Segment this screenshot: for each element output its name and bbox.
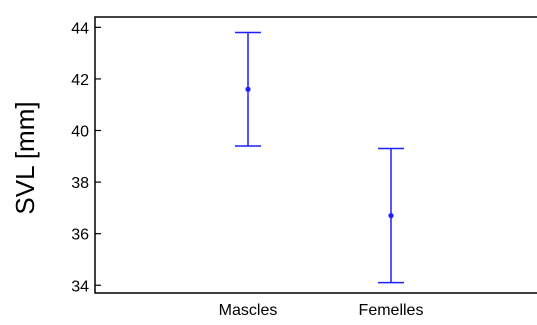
y-tick-label: 38 (71, 175, 89, 192)
y-tick-label: 40 (71, 123, 89, 140)
y-tick-label: 34 (71, 278, 89, 295)
data-marks (235, 31, 404, 284)
mean-point (388, 213, 394, 219)
y-axis-ticks: 34 36 38 40 42 44 (71, 20, 101, 295)
y-tick-label: 36 (71, 227, 89, 244)
mean-point (245, 86, 251, 92)
x-axis-ticks: Mascles Femelles (219, 302, 424, 319)
y-tick-label: 44 (71, 20, 89, 37)
y-axis-label: SVL [mm] (10, 101, 40, 214)
y-tick-label: 42 (71, 72, 89, 89)
plot-frame (94, 16, 537, 294)
x-tick-label: Femelles (359, 302, 424, 319)
x-tick-label: Mascles (219, 302, 278, 319)
